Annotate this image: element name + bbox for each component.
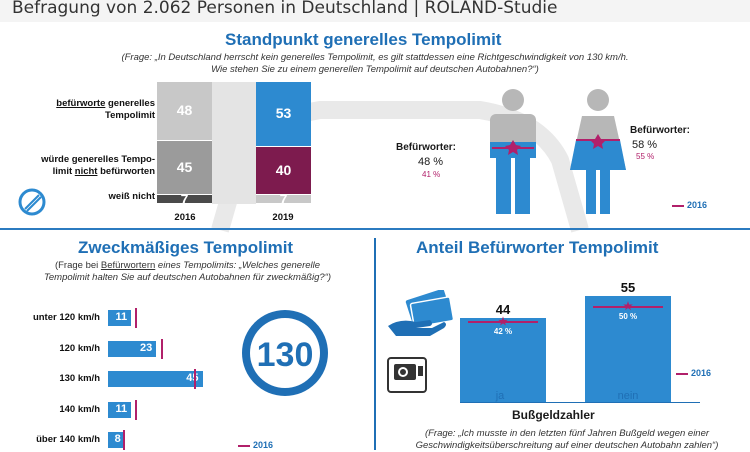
label-pro: befürworte generelles Tempolimit: [20, 98, 155, 122]
section2-question-underline: Befürwortern: [100, 260, 156, 271]
legend-2016-section3-text: 2016: [691, 368, 712, 378]
hbar-2016-marker: [194, 369, 197, 389]
male-value-2016: 41 %: [422, 170, 441, 179]
hbar-3: 11: [108, 401, 132, 418]
hbar-4: 8: [108, 432, 125, 448]
hbar-category-label: 130 km/h: [59, 373, 100, 384]
vbar-chart: 44 42 % 55 50 %: [440, 255, 740, 405]
hbar-2016-marker: [160, 338, 163, 359]
woman-icon: [570, 89, 626, 214]
vbar-axis-line: [460, 402, 700, 403]
female-value: 58 %: [632, 139, 658, 151]
stack-value-label: 53: [275, 105, 292, 122]
year-label-2019: 2019: [272, 212, 294, 223]
speed-limit-130-sign-icon: 130: [242, 310, 328, 396]
section3-question-line1: (Frage: „Ich musste in den letzten fünf …: [424, 428, 710, 439]
stack-value-label: 7: [279, 190, 288, 207]
separator-horizontal: [0, 228, 750, 230]
vbar-2016-star-marker: [498, 316, 508, 326]
header-text: Befragung von 2.062 Personen in Deutschl…: [12, 0, 558, 18]
section3-question: (Frage: „Ich musste in den letzten fünf …: [384, 428, 750, 452]
man-icon: [490, 89, 536, 214]
hbar-2016-marker: [122, 430, 125, 450]
legend-2016-section2-text: 2016: [253, 440, 274, 450]
no-speed-limit-sign-icon: [18, 188, 46, 216]
section2-question-pre: (Frage bei: [54, 260, 101, 271]
hbar-0: 11: [108, 310, 132, 326]
label-contra-pre: limit: [52, 166, 75, 177]
label-contra-underline: nicht: [74, 166, 98, 177]
label-pro-rest: generelles: [105, 98, 155, 109]
label-contra: würde generelles Tempo- limit nicht befü…: [10, 154, 155, 178]
hbar-value-label: 11: [115, 311, 128, 323]
section1-title: Standpunkt generelles Tempolimit: [225, 30, 502, 49]
vbar-2016-value-label: 50 %: [618, 312, 638, 321]
hbar-value-label: 11: [115, 402, 128, 415]
legend-2016-section1-text: 2016: [687, 200, 708, 210]
hbar-chart: unter 120 km/h 11 120 km/h 23 130 km/h 45 140 …: [0, 300, 250, 450]
male-label: Befürworter:: [396, 142, 457, 153]
hbar-2016-marker: [135, 308, 138, 328]
stacked-bar-2019: 53 40 7: [256, 82, 311, 207]
hbar-2016-marker: [135, 399, 138, 420]
label-pro-line2: Tempolimit: [105, 110, 155, 121]
stack-segment-2019-1: 40: [256, 146, 311, 196]
bar-gap-shade: [212, 82, 256, 204]
hbar-category-label: über 140 km/h: [36, 434, 100, 445]
vbar-2016-value-label: 42 %: [493, 327, 513, 337]
hbar-category-label: unter 120 km/h: [32, 312, 100, 323]
legend-2016-section3: 2016: [676, 368, 711, 378]
year-label-2016: 2016: [174, 212, 196, 223]
speed-camera-icon: [387, 357, 427, 393]
stacked-bar-2016: 48 45 7: [157, 82, 212, 207]
vbar-ja: [460, 317, 546, 402]
stack-segment-2016-1: 45: [157, 140, 212, 196]
section2-question: (Frage bei Befürwortern eines Tempolimit…: [15, 260, 360, 284]
xtick-ja: ja: [495, 390, 505, 402]
section3-xlabel: Bußgeldzahler: [512, 408, 595, 422]
stack-segment-2016-0: 48: [157, 82, 212, 141]
section3-question-line2: Geschwindigkeitsüberschreitung auf einer…: [415, 440, 719, 451]
xtick-nein: nein: [617, 390, 639, 402]
hbar-category-label: 120 km/h: [59, 342, 100, 354]
section1-question-line2: Wie stehen Sie zu einem generellen Tempo…: [211, 64, 539, 75]
hbar-value-label: 8: [114, 433, 121, 445]
label-contra-line1: würde generelles Tempo-: [41, 154, 155, 165]
separator-vertical: [374, 238, 376, 450]
hbar-category-label: 140 km/h: [59, 403, 100, 415]
hbar-value-label: 45: [186, 372, 199, 384]
hbar-value-label: 23: [140, 341, 153, 354]
section2-question-line2: Tempolimit halten Sie auf deutschen Auto…: [43, 272, 332, 283]
legend-2016-section1: 2016: [672, 200, 707, 210]
stack-segment-2016-2: 7: [157, 191, 212, 207]
hbar-2: 45: [108, 371, 203, 387]
stack-value-label: 40: [275, 162, 292, 179]
header-bar: [0, 0, 750, 22]
vbar-2016-star-marker: [623, 301, 633, 311]
male-value: 48 %: [418, 156, 444, 168]
label-pro-underline: befürworte: [56, 98, 106, 109]
vbar-nein: [585, 296, 671, 402]
vbar-value-label: 44: [495, 301, 511, 317]
stack-segment-2019-0: 53: [256, 82, 311, 147]
legend-2016-section2: 2016: [238, 440, 273, 450]
money-hand-icon: [388, 290, 455, 336]
section2-question-post: eines Tempolimits: „Welches generelle: [155, 260, 321, 271]
sign-value: 130: [257, 336, 314, 374]
stack-value-label: 7: [180, 190, 189, 207]
section1-question: (Frage: „In Deutschland herrscht kein ge…: [40, 52, 710, 76]
section2-title: Zweckmäßiges Tempolimit: [78, 238, 294, 257]
section1-question-line1: (Frage: „In Deutschland herrscht kein ge…: [121, 52, 629, 63]
stack-value-label: 48: [176, 102, 193, 119]
label-contra-post: befürworten: [97, 166, 155, 177]
hbar-1: 23: [108, 340, 157, 357]
section3-title: Anteil Befürworter Tempolimit: [416, 238, 659, 257]
female-value-2016: 55 %: [636, 152, 655, 161]
female-label: Befürworter:: [630, 125, 691, 136]
stack-segment-2019-2: 7: [256, 191, 311, 207]
vbar-value-label: 55: [620, 280, 636, 296]
label-dont-know: weiß nicht: [108, 191, 155, 202]
stack-value-label: 45: [176, 158, 193, 175]
